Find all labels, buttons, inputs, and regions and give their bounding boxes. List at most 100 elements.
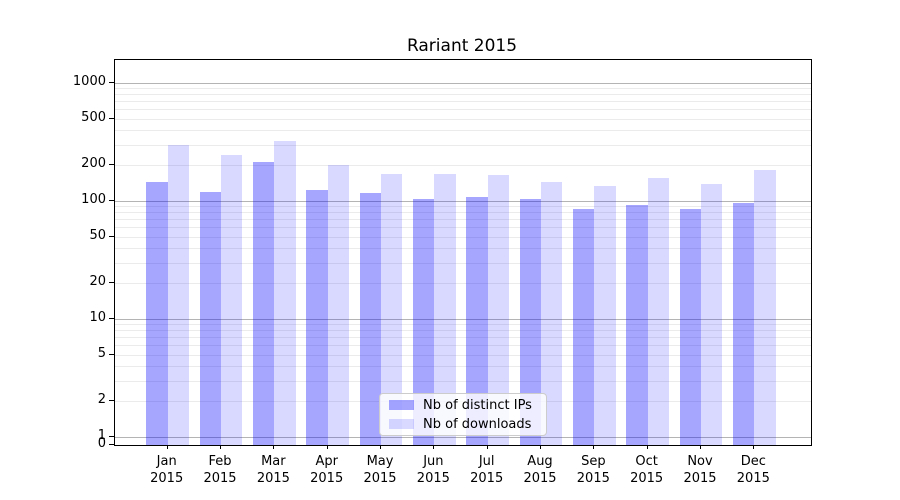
plot-area (114, 59, 812, 446)
bar-distinct-ips-mar (253, 161, 275, 445)
gridline (115, 129, 811, 131)
gridline (115, 109, 811, 111)
x-tick-label: Sep 2015 (563, 453, 623, 487)
gridline (115, 283, 811, 285)
x-tick-mark (646, 445, 648, 449)
x-tick-year: 2015 (523, 471, 557, 486)
bar-distinct-ips-jun (413, 198, 435, 445)
x-tick-year: 2015 (203, 471, 237, 486)
bar-downloads-jan (167, 145, 189, 445)
y-tick-mark (109, 318, 114, 319)
x-tick-label: Jul 2015 (457, 453, 517, 487)
legend-label-downloads: Nb of downloads (423, 416, 532, 432)
bar-downloads-oct (647, 177, 669, 445)
x-tick-year: 2015 (736, 471, 770, 486)
x-tick-year: 2015 (150, 471, 184, 486)
x-tick-label: Jan 2015 (137, 453, 197, 487)
bar-distinct-ips-apr (306, 189, 328, 445)
gridline (115, 227, 811, 229)
bar-downloads-dec (754, 170, 776, 445)
bar-distinct-ips-oct (626, 204, 648, 445)
x-tick-label: Oct 2015 (617, 453, 677, 487)
bar-downloads-mar (274, 140, 296, 445)
gridline (115, 94, 811, 96)
legend-swatch-downloads (389, 419, 414, 429)
y-tick-label: 200 (81, 156, 106, 172)
x-tick-label: Feb 2015 (190, 453, 250, 487)
gridline (115, 330, 811, 332)
x-tick-label: Mar 2015 (243, 453, 303, 487)
y-tick-mark (109, 164, 114, 166)
bar-downloads-aug (541, 181, 563, 445)
y-tick-mark (109, 400, 114, 402)
gridline (115, 212, 811, 214)
x-tick-mark (700, 445, 701, 449)
gridline (115, 247, 811, 249)
gridline (115, 165, 811, 167)
gridline (115, 236, 811, 238)
gridline (115, 201, 811, 202)
x-tick-year: 2015 (310, 471, 344, 486)
x-tick-year: 2015 (416, 471, 450, 486)
legend-row-distinct-ips: Nb of distinct IPs (380, 398, 546, 413)
y-tick-label: 2 (97, 392, 106, 408)
x-tick-mark (220, 445, 222, 449)
gridline (115, 262, 811, 264)
y-tick-mark (109, 282, 114, 284)
y-tick-mark (109, 444, 114, 445)
legend-label-distinct-ips: Nb of distinct IPs (423, 397, 532, 413)
x-tick-mark (486, 445, 488, 449)
gridline (115, 319, 811, 320)
x-tick-mark (273, 445, 275, 449)
bar-downloads-nov (701, 183, 723, 445)
y-tick-label: 20 (89, 274, 106, 290)
y-tick-mark (109, 117, 114, 119)
bar-downloads-may (381, 173, 403, 445)
legend-row-downloads: Nb of downloads (380, 417, 546, 432)
gridline (115, 118, 811, 120)
bar-downloads-feb (221, 155, 243, 445)
bar-downloads-jun (434, 174, 456, 445)
legend: Nb of distinct IPs Nb of downloads (379, 393, 547, 436)
gridline (115, 345, 811, 347)
x-tick-label: Nov 2015 (670, 453, 730, 487)
bar-distinct-ips-nov (679, 209, 701, 445)
x-tick-label: Apr 2015 (297, 453, 357, 487)
gridline (115, 324, 811, 326)
gridline (115, 144, 811, 146)
gridline (115, 101, 811, 103)
gridline (115, 219, 811, 221)
gridline (115, 206, 811, 208)
gridline (115, 437, 811, 438)
gridline (115, 380, 811, 382)
bar-distinct-ips-aug (519, 199, 541, 445)
x-tick-mark (433, 445, 435, 449)
y-tick-label: 500 (81, 109, 106, 125)
bar-distinct-ips-sep (573, 208, 595, 445)
gridline (115, 354, 811, 356)
x-tick-year: 2015 (683, 471, 717, 486)
x-tick-year: 2015 (470, 471, 504, 486)
gridline (115, 365, 811, 367)
y-tick-label: 5 (97, 345, 106, 361)
bar-downloads-sep (594, 185, 616, 445)
y-tick-mark (109, 353, 114, 355)
bar-distinct-ips-jul (466, 197, 488, 445)
x-tick-year: 2015 (256, 471, 290, 486)
y-tick-mark (109, 82, 114, 83)
x-tick-label: May 2015 (350, 453, 410, 487)
bar-downloads-jul (487, 175, 509, 445)
x-tick-label: Aug 2015 (510, 453, 570, 487)
bar-distinct-ips-may (359, 192, 382, 445)
y-tick-mark (109, 436, 114, 437)
x-tick-mark (326, 445, 328, 449)
y-tick-label: 0 (97, 436, 106, 451)
y-tick-mark (109, 200, 114, 201)
bar-distinct-ips-dec (733, 203, 755, 445)
y-tick-label: 10 (89, 310, 106, 325)
y-tick-label: 100 (81, 192, 106, 207)
bar-downloads-apr (327, 164, 349, 445)
x-tick-mark (593, 445, 595, 449)
x-tick-mark (166, 445, 168, 449)
